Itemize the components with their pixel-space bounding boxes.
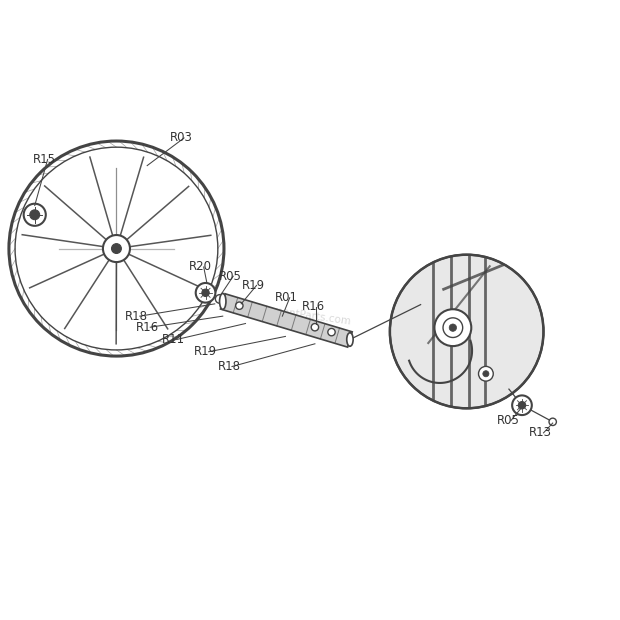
Circle shape	[215, 294, 224, 303]
Text: R16: R16	[136, 321, 159, 334]
Text: R19: R19	[242, 279, 265, 292]
Text: ReplacementParts.com: ReplacementParts.com	[231, 299, 352, 326]
Text: R16: R16	[301, 301, 325, 314]
Text: R03: R03	[169, 131, 192, 144]
Circle shape	[328, 329, 335, 336]
Text: R18: R18	[125, 309, 148, 322]
Circle shape	[512, 396, 532, 415]
Circle shape	[112, 244, 122, 254]
Circle shape	[24, 204, 46, 226]
Circle shape	[196, 283, 215, 303]
Text: R05: R05	[497, 414, 520, 427]
Circle shape	[518, 402, 526, 409]
Circle shape	[103, 235, 130, 262]
Circle shape	[202, 289, 209, 296]
Circle shape	[449, 324, 456, 331]
Text: R18: R18	[218, 360, 241, 373]
Circle shape	[483, 371, 489, 377]
Text: R20: R20	[189, 260, 212, 273]
Circle shape	[390, 255, 544, 409]
Circle shape	[435, 309, 471, 346]
Polygon shape	[221, 294, 352, 347]
Circle shape	[479, 366, 494, 381]
Text: R15: R15	[33, 153, 56, 166]
Circle shape	[30, 210, 40, 219]
Circle shape	[549, 418, 556, 425]
Ellipse shape	[347, 333, 353, 347]
Text: R19: R19	[194, 345, 217, 358]
Text: R13: R13	[529, 427, 552, 440]
Text: R11: R11	[162, 333, 185, 346]
Text: R05: R05	[219, 270, 242, 283]
Circle shape	[236, 302, 243, 309]
Ellipse shape	[219, 293, 226, 309]
Circle shape	[311, 324, 319, 331]
Text: R01: R01	[275, 291, 298, 304]
